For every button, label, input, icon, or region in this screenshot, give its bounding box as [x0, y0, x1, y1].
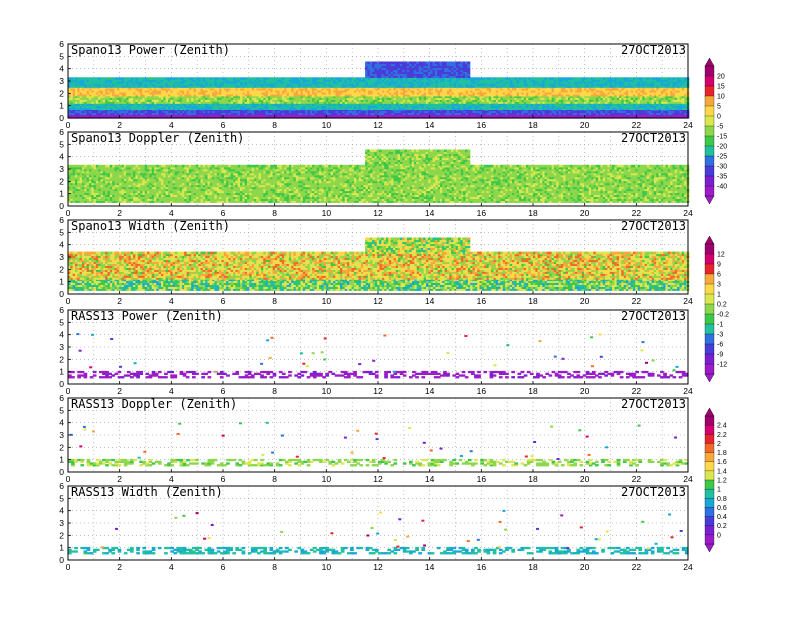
panel-1: Spano13 Power (Zenith)27OCT2013012345602… — [59, 39, 693, 130]
